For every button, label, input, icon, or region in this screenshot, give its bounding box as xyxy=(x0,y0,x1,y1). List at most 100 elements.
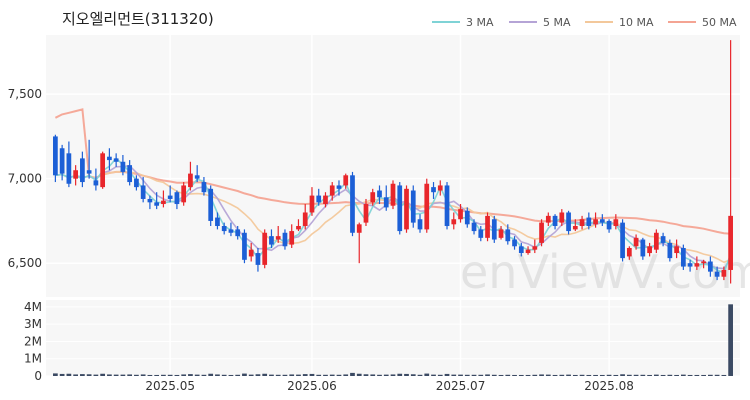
candle-body xyxy=(593,219,598,225)
volume-bar xyxy=(566,374,571,376)
candle xyxy=(53,134,58,183)
volume-bar xyxy=(579,374,585,376)
candle-body xyxy=(302,212,308,227)
candle-body xyxy=(559,212,565,223)
candle-body xyxy=(579,219,585,227)
candle-body xyxy=(282,232,288,247)
candle-body xyxy=(417,219,423,230)
volume-bar xyxy=(640,374,646,376)
candle xyxy=(728,40,733,284)
volume-bar xyxy=(161,374,166,376)
candle-body xyxy=(410,190,416,223)
volume-bar xyxy=(397,373,403,376)
legend-label: 50 MA xyxy=(702,16,737,29)
volume-bar xyxy=(302,374,308,376)
candle xyxy=(215,212,220,230)
candle xyxy=(417,214,423,233)
candle-body xyxy=(532,246,538,250)
candle xyxy=(296,219,301,232)
volume-bar xyxy=(100,373,106,376)
volume-bar xyxy=(586,374,592,376)
candle-body xyxy=(464,210,470,225)
candle xyxy=(269,229,274,248)
candle xyxy=(431,182,436,199)
candle-body xyxy=(140,185,146,199)
volume-bar xyxy=(572,374,578,376)
volume-bar xyxy=(336,374,342,376)
candle xyxy=(363,198,369,227)
candle-body xyxy=(512,239,517,247)
candle xyxy=(262,229,268,269)
volume-bar xyxy=(194,374,200,376)
candle-body xyxy=(708,261,713,272)
legend-item: 10 MA xyxy=(585,16,654,29)
candle-body xyxy=(66,153,72,184)
volume-bar xyxy=(113,374,119,376)
candle-body xyxy=(59,148,65,174)
candle xyxy=(687,259,693,272)
candle-body xyxy=(86,170,92,174)
candle xyxy=(282,229,288,250)
candle xyxy=(653,229,659,254)
legend-label: 10 MA xyxy=(619,16,654,29)
candle-body xyxy=(478,229,484,238)
candle xyxy=(140,176,146,203)
volume-bar xyxy=(370,374,376,376)
candle xyxy=(458,204,463,223)
candle xyxy=(275,226,281,243)
volume-bar xyxy=(633,374,639,376)
candle xyxy=(201,176,207,196)
candle-body xyxy=(471,222,477,232)
candle-body xyxy=(329,185,335,196)
volume-bar xyxy=(86,374,92,376)
candle-body xyxy=(606,220,612,230)
volume-bar xyxy=(343,374,349,376)
candle xyxy=(161,190,166,208)
volume-bar xyxy=(316,374,322,376)
candle-body xyxy=(343,175,349,186)
volume-bar xyxy=(667,374,673,376)
candle-body xyxy=(498,229,504,238)
volume-bar xyxy=(694,374,700,376)
candle-body xyxy=(73,170,78,179)
candle xyxy=(444,182,450,230)
volume-bar xyxy=(491,374,497,376)
candle-body xyxy=(404,188,409,230)
candle-body xyxy=(208,188,214,221)
candle-body xyxy=(255,253,261,265)
legend-item: 3 MA xyxy=(432,16,494,29)
price-tick-label: 7,000 xyxy=(8,172,42,186)
volume-bar xyxy=(242,373,247,376)
candle-body xyxy=(154,202,160,206)
candle-body xyxy=(687,263,693,267)
candle-body xyxy=(491,219,497,240)
date-axis: 2025.05 2025.06 2025.07 2025.08 xyxy=(145,379,634,393)
candle-body xyxy=(134,178,139,188)
candle-body xyxy=(599,219,605,223)
volume-bar xyxy=(134,374,139,376)
volume-bar xyxy=(721,374,727,376)
volume-bars xyxy=(53,304,733,376)
volume-bar xyxy=(53,373,58,376)
volume-bar xyxy=(714,374,720,376)
candle-body xyxy=(269,236,274,245)
candle-body xyxy=(458,209,463,220)
volume-bar xyxy=(167,374,173,376)
candle xyxy=(552,214,558,230)
volume-bar xyxy=(282,374,288,376)
candle-body xyxy=(680,247,686,267)
candle-body xyxy=(356,224,362,233)
volume-tick-label: 1M xyxy=(24,352,42,366)
volume-bar xyxy=(525,374,531,376)
volume-bar xyxy=(296,374,301,376)
volume-bar xyxy=(518,374,524,376)
candle xyxy=(545,212,551,227)
candle xyxy=(370,188,376,206)
price-axis: 6,500 7,000 7,500 xyxy=(8,87,42,270)
candle-body xyxy=(350,175,355,233)
legend-item: 50 MA xyxy=(668,16,737,29)
candle-body xyxy=(377,190,382,198)
candle xyxy=(566,210,571,235)
volume-bar xyxy=(613,374,619,376)
candle-body xyxy=(620,222,625,259)
